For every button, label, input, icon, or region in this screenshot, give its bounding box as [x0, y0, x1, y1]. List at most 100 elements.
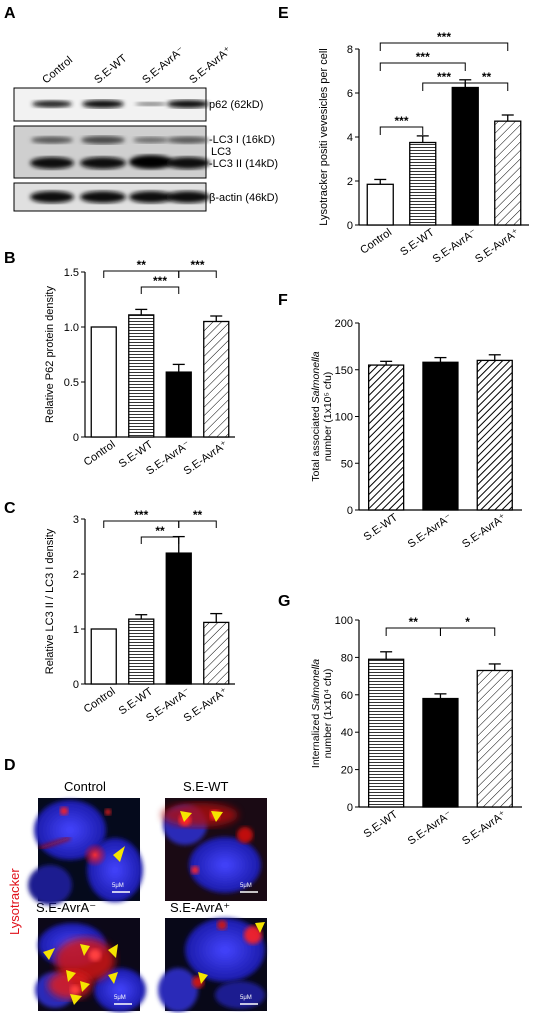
bar [366, 183, 394, 226]
micrograph-scale: 5μM [240, 995, 252, 1001]
y-tick-label: 6 [347, 88, 353, 100]
micrograph-title: S.E-AvrA⁺ [170, 900, 230, 915]
y-tick-label: 8 [347, 44, 353, 56]
y-tick-label: 60 [341, 690, 353, 702]
significance-label: ** [137, 258, 147, 272]
significance-label: *** [394, 114, 408, 128]
x-tick-label: S.E-WT [362, 808, 401, 840]
panel-label-f: F [278, 292, 288, 309]
x-tick-label: S.E-AvrA⁺ [460, 511, 509, 550]
y-axis-label: Internalized Salmonella [310, 659, 322, 768]
bar [451, 86, 479, 226]
panel-label-d: D [4, 757, 16, 774]
significance-bracket [379, 126, 424, 135]
chart-lysotracker-vesicles: 0 2 4 6 8 Lysotracker positi vevesicles per c… [318, 30, 529, 266]
bar [128, 314, 155, 438]
blot-band [81, 136, 125, 144]
blot-band [133, 137, 169, 143]
significance-bracket [385, 627, 441, 636]
blot-band [82, 100, 124, 108]
y-axis-label: Relative LC3 II / LC3 I density [44, 528, 56, 674]
y-axis-label-part: Internalized [310, 711, 322, 768]
micrograph-scale: 5μM [240, 883, 252, 889]
y-axis-label-part: Total associated [310, 403, 322, 481]
x-tick-label: S.E-AvrA⁺ [460, 808, 509, 847]
bar [422, 361, 459, 511]
y-tick-label: 0.5 [64, 377, 79, 389]
x-tick-label: S.E-AvrA⁻ [406, 511, 455, 550]
y-tick-label: 0 [73, 432, 79, 444]
panel-label-a: A [4, 5, 16, 22]
bar [90, 326, 117, 438]
blot-band [30, 191, 74, 203]
micrograph-scale: 5μM [112, 883, 124, 889]
x-tick-label: Control [82, 439, 118, 469]
blot-label-lc3-ii: -LC3 II (14kD) [209, 158, 278, 170]
western-blot: Control S.E-WT S.E-AvrA⁻ S.E-AvrA⁺ p62 (… [13, 44, 278, 212]
significance-bracket [103, 270, 180, 278]
bar [90, 628, 117, 685]
lysotracker-side-label: Lysotracker [7, 868, 22, 935]
y-tick-label: 100 [335, 412, 353, 424]
blot-band [80, 157, 126, 169]
significance-bracket [103, 520, 180, 528]
y-tick-label: 80 [341, 652, 353, 664]
blot-band [166, 157, 210, 169]
blot-band [129, 191, 173, 203]
blot-lane-label: S.E-AvrA⁺ [187, 44, 234, 86]
y-tick-label: 3 [73, 514, 79, 526]
micrograph-control: 5μM [28, 798, 143, 905]
significance-label: ** [155, 524, 165, 538]
bar [422, 697, 459, 808]
significance-label: *** [416, 50, 430, 64]
panel-label-e: E [278, 5, 289, 22]
blot-band [167, 100, 209, 108]
chart-total-salmonella: 0 50 100 150 200 Total associated Salmonella n… [310, 318, 522, 551]
blot-lane-label: S.E-WT [92, 52, 129, 86]
x-tick-label: S.E-AvrA⁻ [406, 808, 455, 847]
y-axis-label: Lysotracker positi vevesicles per cell [318, 48, 330, 226]
x-tick-label: Control [82, 686, 118, 716]
y-tick-label: 0 [347, 505, 353, 517]
y-tick-label: 20 [341, 765, 353, 777]
y-tick-label: 0 [347, 802, 353, 814]
bar [409, 141, 437, 226]
bar [367, 658, 405, 808]
significance-bracket [379, 42, 509, 51]
blot-strip-lc3 [13, 125, 207, 179]
significance-bracket [178, 270, 217, 278]
y-tick-label: 2 [347, 176, 353, 188]
bar [128, 618, 155, 685]
bar [476, 359, 513, 511]
blot-band [167, 136, 209, 144]
y-tick-label: 2 [73, 569, 79, 581]
micrograph-title: S.E-WT [183, 779, 229, 794]
y-tick-label: 100 [335, 615, 353, 627]
significance-bracket [379, 62, 466, 71]
y-tick-label: 0 [73, 679, 79, 691]
significance-label: * [465, 615, 470, 629]
panel-label-b: B [4, 250, 16, 267]
y-axis-label-italic: Salmonella [310, 659, 322, 711]
blot-band [30, 157, 74, 169]
blot-label-lc3-i: -LC3 I (16kD) [209, 134, 275, 146]
y-axis-label: Total associated Salmonella [310, 351, 322, 481]
blot-band [135, 102, 167, 106]
significance-label: ** [409, 615, 419, 629]
blot-band [166, 191, 210, 203]
y-tick-label: 1.0 [64, 322, 79, 334]
significance-bracket [140, 536, 180, 544]
y-tick-label: 150 [335, 365, 353, 377]
blot-lane-label: S.E-AvrA⁻ [140, 44, 187, 86]
significance-label: *** [437, 30, 451, 44]
x-tick-label: S.E-AvrA⁺ [473, 226, 522, 265]
significance-label: *** [190, 258, 204, 272]
x-tick-label: S.E-WT [398, 226, 437, 258]
x-tick-label: S.E-WT [362, 511, 401, 543]
significance-label: *** [153, 274, 167, 288]
y-tick-label: 50 [341, 458, 353, 470]
significance-bracket [464, 82, 509, 91]
y-tick-label: 40 [341, 727, 353, 739]
y-tick-label: 0 [347, 220, 353, 232]
chart-lc3-ratio: 0 1 2 3 Relative LC3 II / LC3 I density Contr… [44, 508, 235, 725]
